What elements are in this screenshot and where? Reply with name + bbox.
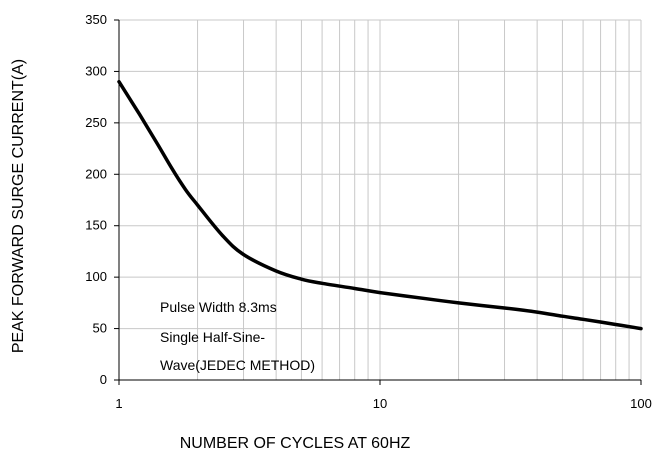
series-layer [117, 79, 643, 331]
y-tick-label: 150 [85, 218, 107, 233]
annotation-line-2: Single Half-Sine- [160, 329, 265, 345]
y-tick-label: 50 [93, 321, 107, 336]
y-tick-label: 250 [85, 115, 107, 130]
x-tick-label: 10 [373, 396, 387, 411]
y-axis-title: PEAK FORWARD SURGE CURRENT(A) [10, 59, 27, 353]
annotation-line-3: Wave(JEDEC METHOD) [160, 357, 315, 373]
x-axis-title: NUMBER OF CYCLES AT 60HZ [180, 435, 411, 452]
tick-labels: 0 50 100 150 200 250 300 350 1 10 100 [85, 12, 652, 411]
y-tick-label: 350 [85, 12, 107, 27]
series-line-0 [117, 79, 643, 331]
y-tick-label: 0 [100, 372, 107, 387]
y-tick-label: 300 [85, 63, 107, 78]
annotation-line-1: Pulse Width 8.3ms [160, 299, 277, 315]
grid-lines [118, 19, 642, 381]
x-tick-label: 1 [115, 396, 122, 411]
y-tick-label: 200 [85, 166, 107, 181]
x-tick-label: 100 [630, 396, 652, 411]
y-tick-label: 100 [85, 269, 107, 284]
